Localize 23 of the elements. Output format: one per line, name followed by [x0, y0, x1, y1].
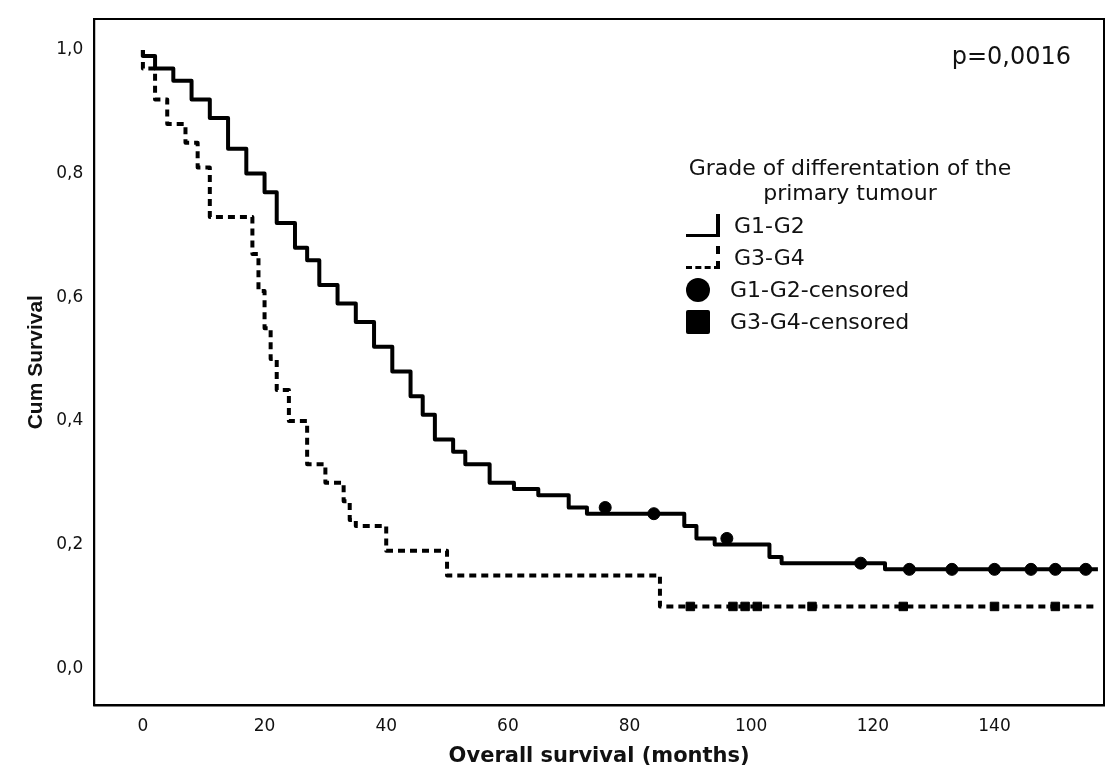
x-tick-label: 40	[375, 715, 398, 736]
y-axis-title: Cum Survival	[23, 295, 47, 430]
x-tick-label: 80	[618, 715, 641, 736]
x-tick-label: 120	[856, 715, 890, 736]
point	[720, 531, 734, 545]
legend-label: G1-G2	[734, 213, 805, 239]
y-tick-label: 1,0	[56, 38, 84, 59]
y-tick-label: 0,4	[56, 409, 84, 430]
x-tick-label: 60	[497, 715, 519, 736]
y-tick-label: 0,2	[56, 533, 84, 554]
y-tick-label: 0,0	[56, 656, 84, 677]
legend-title: Grade of differentation of the primary tumour	[687, 155, 1013, 206]
y-tick-label: 0,6	[56, 285, 84, 306]
annotation: p=0,0016	[951, 42, 1071, 70]
x-tick-label: 20	[253, 715, 276, 736]
x-tick-label: 140	[978, 715, 1011, 736]
legend-label: G3-G4	[734, 245, 805, 271]
legend-label: G1-G2-censored	[730, 277, 910, 303]
legend-label: G3-G4-censored	[730, 309, 910, 335]
y-tick-label: 0,8	[56, 162, 84, 183]
x-axis-title: Overall survival (months)	[448, 742, 750, 767]
x-tick-label: 0	[137, 715, 149, 736]
x-tick-label: 100	[734, 715, 768, 736]
